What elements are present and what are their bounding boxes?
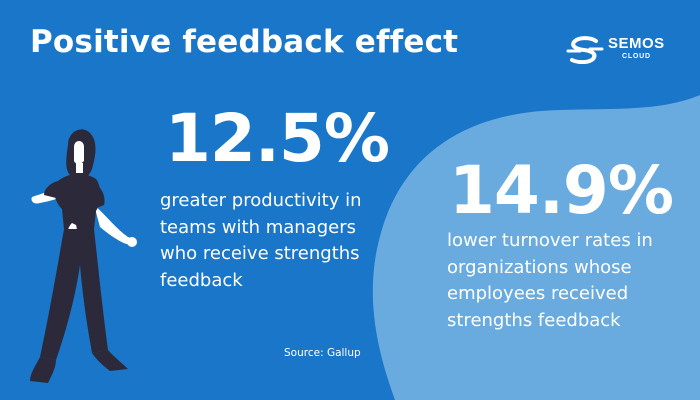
woman-figure-illustration bbox=[30, 129, 137, 383]
semos-logo-icon bbox=[566, 36, 604, 64]
source-credit: Source: Gallup bbox=[284, 347, 361, 359]
productivity-stat-value: 12.5% bbox=[165, 100, 390, 177]
turnover-stat-value: 14.9% bbox=[449, 152, 674, 229]
productivity-stat-description: greater productivity in teams with manag… bbox=[160, 190, 362, 291]
page-title: Positive feedback effect bbox=[30, 24, 459, 60]
logo-name: SEMOS bbox=[608, 35, 665, 52]
turnover-stat-description: lower turnover rates in organizations wh… bbox=[447, 230, 653, 331]
logo-subtitle: CLOUD bbox=[622, 53, 651, 60]
brand-logo: SEMOS CLOUD bbox=[566, 34, 682, 68]
